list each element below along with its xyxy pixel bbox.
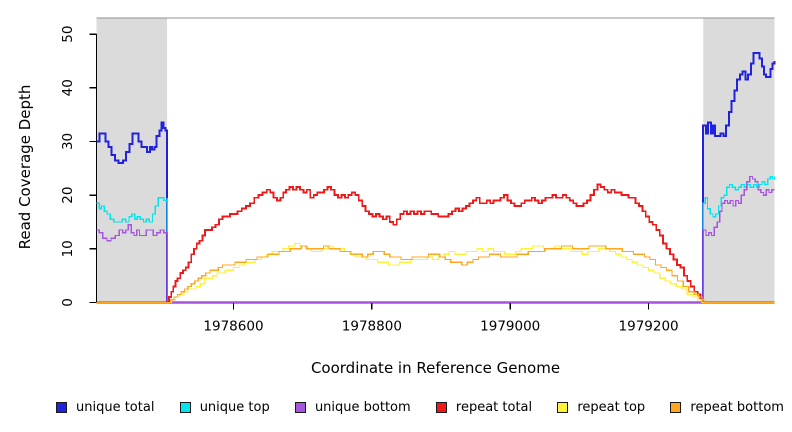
legend-label: unique top xyxy=(199,399,270,415)
legend-item-unique-top: unique top xyxy=(179,399,270,415)
y-tick-label: 30 xyxy=(60,133,76,150)
repeat-total-swatch-icon xyxy=(435,401,447,413)
legend-label: unique total xyxy=(76,399,155,415)
series-unique-bottom-line xyxy=(96,175,775,304)
legend-item-repeat-top: repeat top xyxy=(557,401,645,414)
series-repeat-total-line xyxy=(96,183,775,304)
series-unique-total-line xyxy=(96,51,776,304)
legend-item-repeat-total: repeat total xyxy=(435,399,533,415)
series-repeat-bottom-line xyxy=(96,245,775,304)
y-tick-label: 50 xyxy=(60,26,76,43)
y-tick-label: 10 xyxy=(60,240,76,257)
legend-item-repeat-bottom: repeat bottom xyxy=(670,401,784,414)
legend: unique total unique top unique bottom re… xyxy=(56,398,784,416)
legend-label: repeat total xyxy=(455,399,533,415)
repeat-bottom-swatch-icon xyxy=(670,401,682,413)
legend-label: repeat bottom xyxy=(690,399,784,415)
x-tick-label: 1979000 xyxy=(480,319,540,335)
y-tick-label: 20 xyxy=(60,187,76,204)
y-tick-label: 40 xyxy=(60,79,76,96)
legend-item-unique-total: unique total xyxy=(56,401,154,414)
unique-bottom-swatch-icon xyxy=(294,401,306,413)
x-tick-label: 1978800 xyxy=(342,319,402,335)
masked-region-right xyxy=(703,18,775,303)
repeat-top-swatch-icon xyxy=(557,401,569,413)
masked-region-left xyxy=(96,18,168,303)
series-unique-top-line xyxy=(96,175,776,304)
legend-label: repeat top xyxy=(577,399,646,415)
plot-area: 0 10 20 30 40 50 1978600 1978800 1979000 1979200 xyxy=(60,17,776,335)
x-axis-title: Coordinate in Reference Genome xyxy=(310,359,561,377)
unique-top-swatch-icon xyxy=(179,401,191,413)
unique-total-swatch-icon xyxy=(56,401,67,413)
legend-label: unique bottom xyxy=(314,399,411,415)
x-tick-label: 1979200 xyxy=(619,319,679,335)
legend-item-unique-bottom: unique bottom xyxy=(294,399,411,415)
series-repeat-top-line xyxy=(96,242,775,304)
x-tick-label: 1978600 xyxy=(203,319,263,335)
y-tick-label: 0 xyxy=(60,298,76,307)
y-axis-title: Read Coverage Depth xyxy=(16,84,34,250)
